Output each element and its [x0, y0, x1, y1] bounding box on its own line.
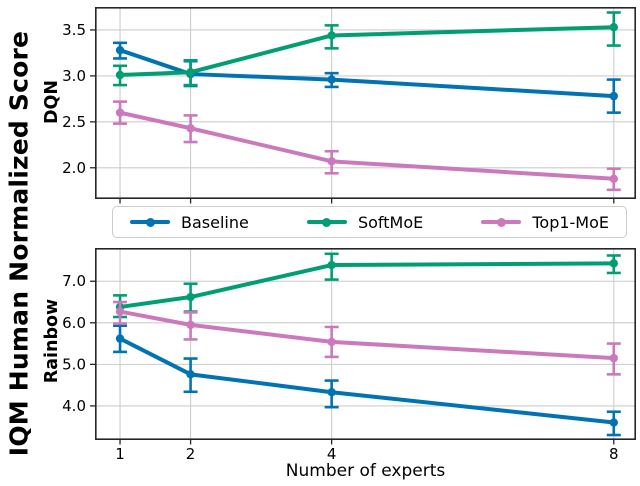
- top1moe-marker-icon: [496, 217, 506, 227]
- softmoe-marker: [327, 260, 336, 270]
- baseline-line-sample: [130, 217, 170, 227]
- softmoe-marker: [609, 259, 618, 268]
- top1moe-line-sample: [481, 217, 522, 227]
- baseline-marker: [115, 334, 125, 343]
- x-tick-label: 1: [115, 445, 125, 463]
- panel-border: [95, 248, 637, 440]
- x-axis-label: Number of experts: [285, 461, 446, 481]
- top1moe-marker: [609, 353, 618, 363]
- top1moe-marker: [327, 337, 336, 347]
- top1moe-line: [119, 309, 614, 361]
- y-tick-label: 4.0: [62, 397, 86, 415]
- baseline-marker: [609, 418, 618, 427]
- softmoe-line: [119, 261, 614, 309]
- baseline-line: [119, 336, 614, 425]
- x-tick-label: 4: [327, 445, 337, 463]
- softmoe-marker: [186, 68, 195, 77]
- legend-box: Baseline SoftMoE Top1-MoE: [112, 206, 627, 238]
- baseline-marker: [327, 388, 336, 397]
- baseline-marker: [327, 75, 336, 84]
- y-tick-label: 5.0: [62, 355, 86, 373]
- softmoe-marker: [327, 31, 336, 40]
- y-tick-label: 3.0: [62, 67, 86, 85]
- legend-item-baseline: Baseline: [130, 213, 249, 232]
- top1moe-marker: [186, 320, 195, 330]
- baseline-marker: [115, 45, 125, 55]
- legend-label-top1moe: Top1-MoE: [532, 212, 609, 232]
- baseline-marker: [186, 370, 195, 379]
- rainbow-panel-label: Rainbow: [42, 298, 62, 384]
- top1moe-marker: [609, 174, 618, 183]
- y-tick-label: 2.5: [62, 113, 86, 131]
- top1moe-line: [119, 110, 614, 181]
- y-axis-super-label: IQM Human Normalized Score: [4, 30, 34, 457]
- y-tick-label: 2.0: [62, 159, 86, 177]
- rainbow-line-chart: 7.0 6.0 5.0 4.0 1 2 4 8: [62, 248, 637, 463]
- y-tick-label: 6.0: [62, 314, 86, 332]
- legend-label-baseline: Baseline: [181, 212, 249, 232]
- softmoe-marker: [115, 70, 125, 80]
- softmoe-marker-icon: [322, 217, 332, 227]
- baseline-marker: [609, 91, 618, 101]
- legend-item-top1moe: Top1-MoE: [481, 213, 609, 232]
- dqn-panel-label: DQN: [42, 79, 62, 125]
- top1moe-marker: [327, 157, 336, 166]
- y-tick-label: 3.5: [62, 21, 86, 39]
- panel-border: [95, 7, 637, 199]
- top1moe-marker: [115, 307, 125, 316]
- dqn-line-chart: 3.5 3.0 2.5 2.0: [62, 7, 637, 204]
- top1moe-marker: [186, 124, 195, 133]
- softmoe-line: [119, 25, 614, 77]
- top1moe-marker: [115, 108, 125, 117]
- y-tick-label: 7.0: [62, 272, 86, 290]
- baseline-marker-icon: [145, 217, 155, 227]
- softmoe-marker: [186, 292, 195, 302]
- softmoe-line-sample: [306, 217, 347, 227]
- baseline-line: [119, 48, 614, 99]
- softmoe-marker: [609, 23, 618, 32]
- x-tick-label: 8: [609, 445, 619, 463]
- legend-label-softmoe: SoftMoE: [357, 212, 424, 232]
- legend-item-softmoe: SoftMoE: [306, 212, 424, 232]
- x-tick-label: 2: [186, 445, 196, 463]
